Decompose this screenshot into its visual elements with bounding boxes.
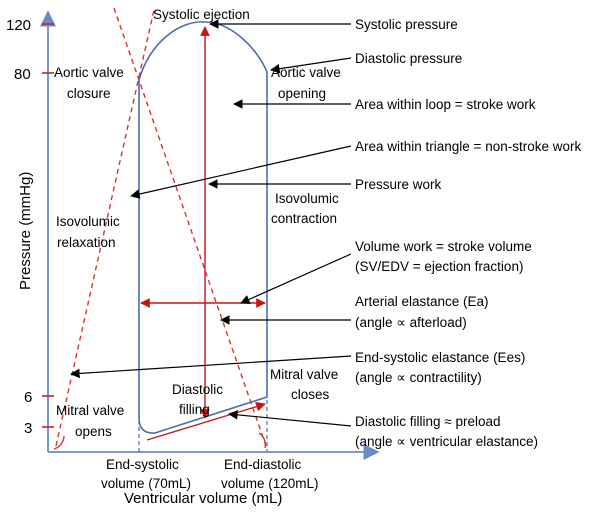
y-tick-120: 120 [6,17,31,34]
label-mitral-valve-opens: Mitral valve opens [56,403,124,439]
svg-text:Aortic valve: Aortic valve [54,65,124,80]
y-axis-title: Pressure (mmHg) [17,172,34,290]
label-end-systolic-volume: End-systolic volume (70mL) [101,457,191,491]
annotation-systolic-pressure: Systolic pressure [355,17,458,32]
svg-text:opening: opening [278,86,326,101]
svg-text:Diastolic: Diastolic [172,382,223,397]
annotation-volume-work: Volume work = stroke volume (SV/EDV = ej… [355,239,532,274]
ees-angle-arc [53,435,65,450]
svg-text:End-systolic: End-systolic [106,457,179,472]
svg-text:End-diastolic: End-diastolic [224,457,302,472]
svg-text:filling: filling [179,402,210,417]
y-tick-80: 80 [14,66,31,83]
y-tick-6: 6 [24,389,32,406]
svg-text:volume (70mL): volume (70mL) [101,476,191,491]
annotation-stroke-work: Area within loop = stroke work [355,97,536,112]
svg-text:End-systolic elastance (Ees): End-systolic elastance (Ees) [355,350,525,365]
x-axis-title: Ventricular volume (mL) [124,490,282,507]
annotation-end-systolic-elastance: End-systolic elastance (Ees) (angle ∝ co… [355,350,525,385]
svg-text:Volume work = stroke volume: Volume work = stroke volume [355,239,532,254]
svg-text:Isovolumic: Isovolumic [275,191,339,206]
label-end-diastolic-volume: End-diastolic volume (120mL) [221,457,319,491]
annotation-diastolic-pressure: Diastolic pressure [355,51,462,66]
svg-text:contraction: contraction [271,211,337,226]
y-tick-3: 3 [24,420,32,437]
svg-text:Arterial elastance (Ea): Arterial elastance (Ea) [355,294,489,309]
svg-text:volume (120mL): volume (120mL) [221,476,319,491]
y-tick-marks [42,23,54,428]
label-diastolic-filling: Diastolic filling [172,382,223,417]
svg-text:(angle ∝ contractility): (angle ∝ contractility) [355,370,482,385]
svg-text:closes: closes [291,387,330,402]
annotation-pointers [70,19,352,427]
arterial-elastance-line [113,7,267,447]
preload-arrow [146,401,266,441]
svg-text:relaxation: relaxation [57,235,116,250]
ea-angle-arc [258,432,267,449]
svg-text:Aortic valve: Aortic valve [271,65,341,80]
label-aortic-valve-closure: Aortic valve closure [54,65,124,101]
svg-text:Isovolumic: Isovolumic [56,214,120,229]
svg-text:opens: opens [75,424,112,439]
svg-text:(SV/EDV = ejection fraction): (SV/EDV = ejection fraction) [355,259,523,274]
svg-text:Mitral valve: Mitral valve [270,367,338,382]
svg-text:(angle ∝ afterload): (angle ∝ afterload) [355,315,467,330]
label-isovolumic-relaxation: Isovolumic relaxation [56,214,120,250]
svg-text:Diastolic filling ≈ preload: Diastolic filling ≈ preload [355,414,500,429]
svg-text:(angle ∝ ventricular elastance: (angle ∝ ventricular elastance) [355,434,538,449]
label-mitral-valve-closes: Mitral valve closes [270,367,338,402]
label-aortic-valve-opening: Aortic valve opening [271,65,341,101]
annotation-arterial-elastance: Arterial elastance (Ea) (angle ∝ afterlo… [355,294,489,330]
svg-text:Mitral valve: Mitral valve [56,403,124,418]
label-systolic-ejection: Systolic ejection [153,7,250,22]
annotation-preload: Diastolic filling ≈ preload (angle ∝ ven… [355,414,538,449]
annotation-pressure-work: Pressure work [355,177,442,192]
pv-loop [138,21,268,434]
annotation-non-stroke-work: Area within triangle = non-stroke work [355,139,581,154]
label-isovolumic-contraction: Isovolumic contraction [271,191,339,226]
svg-text:closure: closure [67,86,111,101]
